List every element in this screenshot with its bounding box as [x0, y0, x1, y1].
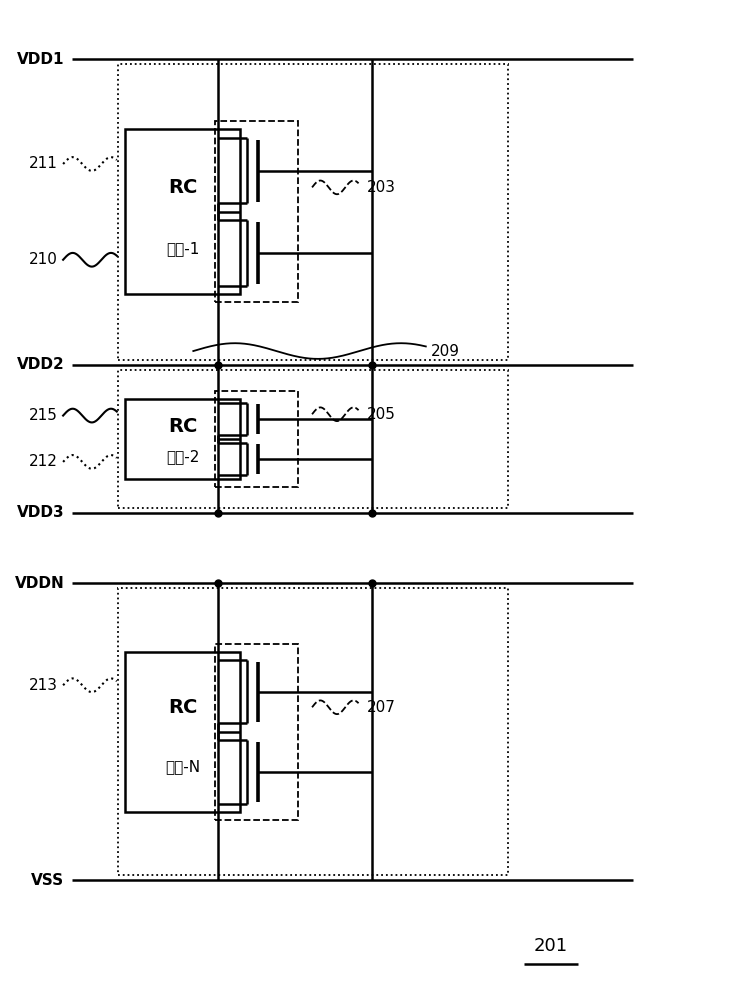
Text: 210: 210: [28, 252, 58, 267]
Bar: [215, 391, 298, 487]
Text: 控件-1: 控件-1: [166, 241, 199, 256]
Bar: [118, 370, 508, 508]
Text: 212: 212: [28, 454, 58, 469]
Text: 控件-N: 控件-N: [165, 760, 200, 775]
Text: VSS: VSS: [31, 873, 64, 888]
Text: VDDN: VDDN: [15, 576, 64, 591]
Text: 213: 213: [28, 678, 58, 693]
Bar: [126, 399, 240, 479]
Text: RC: RC: [168, 178, 197, 197]
Text: 215: 215: [28, 408, 58, 423]
Text: VDD1: VDD1: [17, 51, 64, 66]
Text: 205: 205: [367, 407, 396, 422]
Bar: [126, 129, 240, 294]
Text: 控件-2: 控件-2: [166, 449, 199, 464]
Text: 203: 203: [367, 180, 396, 195]
Bar: [215, 644, 298, 820]
Text: 207: 207: [367, 700, 396, 715]
Bar: [126, 652, 240, 812]
Bar: [118, 64, 508, 360]
Bar: [215, 121, 298, 302]
Text: 201: 201: [534, 937, 568, 955]
Text: RC: RC: [168, 417, 197, 436]
Text: VDD3: VDD3: [17, 505, 64, 520]
Bar: [118, 588, 508, 875]
Text: 211: 211: [28, 156, 58, 171]
Text: 209: 209: [431, 344, 460, 359]
Text: VDD2: VDD2: [17, 357, 64, 372]
Text: RC: RC: [168, 698, 197, 717]
